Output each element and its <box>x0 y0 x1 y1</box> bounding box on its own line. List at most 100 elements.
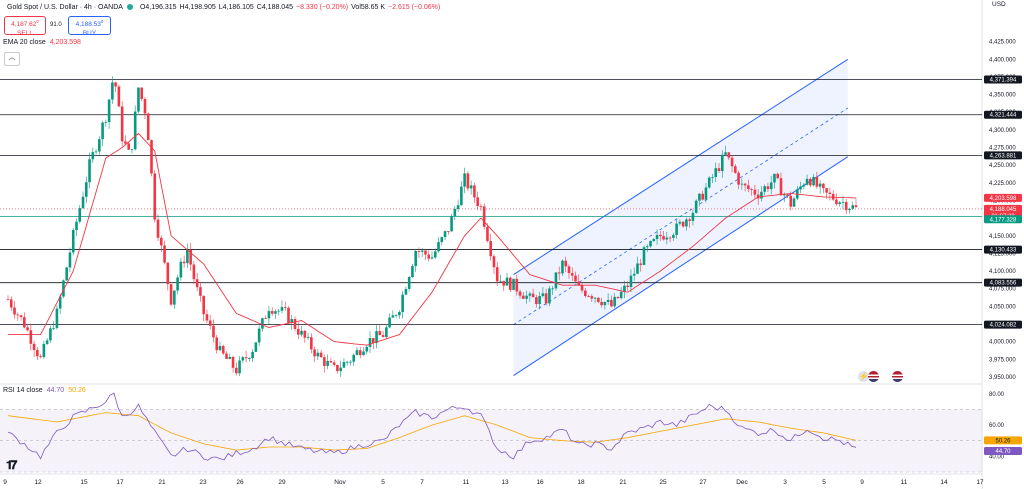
sell-price: 4,187.62 <box>11 21 37 29</box>
candle-body <box>49 328 52 341</box>
symbol-title[interactable]: Gold Spot / U.S. Dollar · 4h · OANDA <box>7 3 123 11</box>
candle-body <box>352 354 356 362</box>
candle-body <box>225 353 228 359</box>
y-tick-label: 4,275.000 <box>989 146 1016 152</box>
candle-body <box>443 231 447 238</box>
candle-body <box>557 272 561 274</box>
buy-button[interactable]: 4,188.530 BUY <box>68 16 111 37</box>
level-price-label: 4,371.394 <box>990 77 1017 83</box>
candle-body <box>264 318 267 320</box>
volume-change: −2.615 (−0.06%) <box>388 3 441 11</box>
candle-body <box>417 250 421 252</box>
candle-body <box>192 264 196 280</box>
us-flag-icon[interactable] <box>868 371 879 382</box>
candle-body <box>720 154 724 171</box>
candle-body <box>114 82 117 87</box>
candle-body <box>476 197 479 207</box>
candle-body <box>460 186 463 206</box>
candle-body <box>231 356 235 368</box>
candle-body <box>672 234 675 238</box>
candle-body <box>42 343 46 358</box>
candle-body <box>257 328 261 343</box>
candle-body <box>714 168 718 178</box>
candle-body <box>466 173 470 189</box>
candle-body <box>212 325 215 338</box>
collapse-legend-icon[interactable]: ︿ <box>4 52 20 66</box>
candle-body <box>704 187 708 200</box>
candle-body <box>597 297 600 302</box>
candle-body <box>632 273 636 276</box>
candle-body <box>420 250 424 252</box>
sell-button[interactable]: 4,187.620 SELL <box>4 16 46 37</box>
y-tick-label: 4,000.000 <box>989 340 1016 346</box>
ohlc-high: H4,198.905 <box>179 3 216 11</box>
candle-body <box>365 346 369 352</box>
candle-body <box>802 184 806 187</box>
candle-body <box>407 276 411 289</box>
candle-body <box>750 189 753 190</box>
candle-body <box>841 201 845 203</box>
ohlc-change: −8.330 (−0.20%) <box>295 3 349 11</box>
candle-body <box>401 294 404 312</box>
rsi-legend[interactable]: RSI 14 close 44.70 50.26 <box>3 387 86 394</box>
candle-body <box>447 231 450 232</box>
candle-body <box>267 311 271 319</box>
candle-body <box>544 293 548 304</box>
ema-legend[interactable]: EMA 20 close 4,203.598 <box>3 39 81 46</box>
buy-price: 4,188.53 <box>75 21 101 29</box>
candle-body <box>84 182 88 197</box>
candle-body <box>163 245 166 263</box>
candle-body <box>375 331 378 344</box>
candle-body <box>199 287 202 296</box>
candle-body <box>241 357 245 361</box>
candle-body <box>404 288 408 295</box>
currency-label[interactable]: USD <box>992 1 1006 8</box>
rsi-tick-label: 80.00 <box>989 392 1005 398</box>
candle-body <box>215 337 219 351</box>
candle-body <box>437 242 440 252</box>
candle-body <box>274 311 277 314</box>
candle-body <box>473 185 476 198</box>
us-flag-icon-2[interactable] <box>892 371 903 382</box>
candle-body <box>411 266 414 277</box>
rsi-pane: 80.00 60.00 40.00 50.26 44.70 <box>0 392 1022 473</box>
market-status-icon <box>126 4 133 10</box>
candle-body <box>502 280 506 286</box>
candle-body <box>111 82 114 100</box>
candle-body <box>753 189 757 195</box>
candle-body <box>734 166 737 173</box>
x-tick-label: 14 <box>940 479 948 486</box>
candle-body <box>277 310 281 312</box>
y-tick-label: 4,425.000 <box>989 40 1016 46</box>
candle-body <box>248 358 251 360</box>
candle-body <box>665 237 669 240</box>
candle-body <box>675 223 678 235</box>
candle-body <box>727 152 731 158</box>
x-tick-label: 17 <box>116 479 124 486</box>
candle-body <box>508 277 512 290</box>
y-tick-label: 4,150.000 <box>989 234 1016 240</box>
candle-body <box>300 330 303 335</box>
candle-body <box>394 315 398 317</box>
candle-body <box>39 356 42 358</box>
sell-label: SELL <box>17 29 33 37</box>
candle-body <box>805 178 809 185</box>
candle-body <box>251 351 254 359</box>
event-bolt-icon[interactable]: ⚡ <box>858 371 869 382</box>
ohlc-low: L4,186.105 <box>218 3 254 11</box>
candle-body <box>587 295 590 297</box>
candle-body <box>182 261 186 264</box>
candle-body <box>88 159 91 183</box>
ema-legend-value: 4,203.598 <box>49 39 81 46</box>
candle-body <box>280 307 284 311</box>
candle-body <box>642 247 646 265</box>
candle-body <box>6 299 10 301</box>
rsi-ma-line <box>7 412 857 451</box>
rsi-current-label-bg <box>984 447 1022 456</box>
candle-body <box>786 194 789 196</box>
candle-body <box>62 280 65 297</box>
candle-body <box>368 338 372 347</box>
candle-body <box>52 327 55 329</box>
candle-body <box>828 192 832 194</box>
